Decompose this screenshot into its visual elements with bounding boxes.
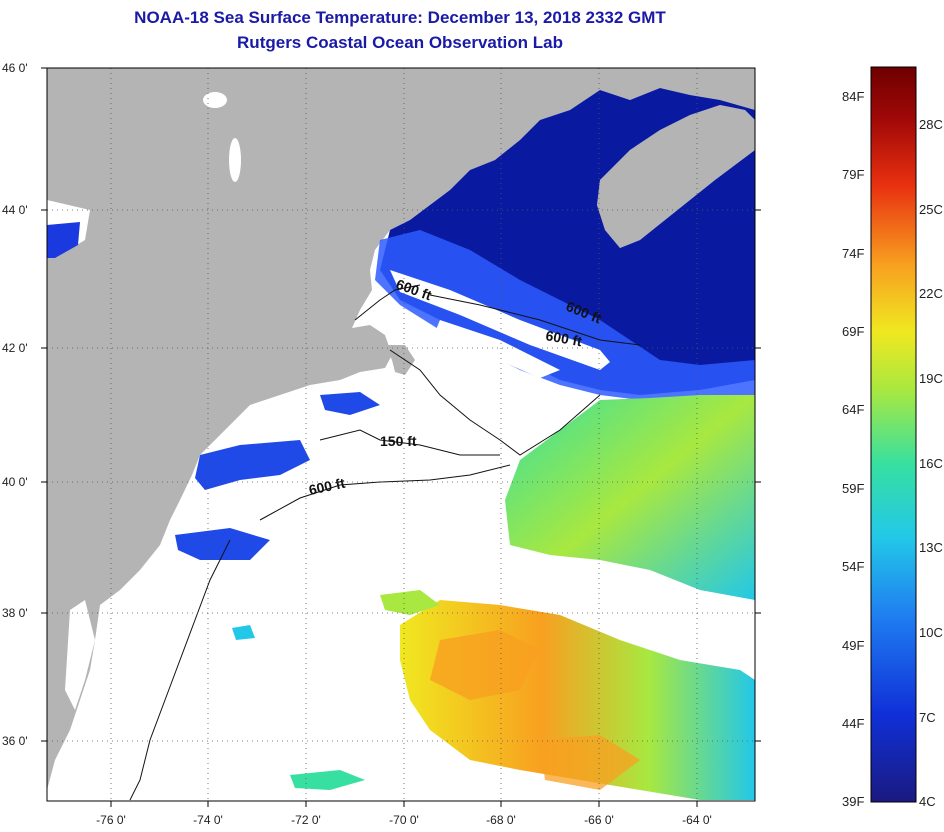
water-slope-warm [505,395,755,600]
lon-label: -74 0' [193,813,223,827]
colorbar-f-label: 74F [842,246,864,261]
lake [203,92,227,108]
contour-label: 600 ft [544,327,583,349]
land-mainland [47,68,755,790]
land-nova-scotia [597,105,755,248]
colorbar-f-label: 59F [842,481,864,496]
lon-label: -68 0' [486,813,516,827]
lat-label: 38 0' [2,606,28,620]
water-patch [290,770,365,790]
contour-line-600-south [129,539,231,801]
contour-label: 600 ft [307,475,346,498]
lon-label: -64 0' [682,813,712,827]
contour-line-150 [319,429,500,456]
colorbar-c-label: 10C [919,625,943,640]
lon-label: -70 0' [389,813,419,827]
lon-label: -76 0' [96,813,126,827]
colorbar-c-label: 13C [919,540,943,555]
lat-label: 46 0' [2,61,28,75]
colorbar-c-label: 4C [919,794,936,809]
axis-ticks [41,67,761,807]
colorbar [870,66,917,803]
lat-label: 42 0' [2,341,28,355]
lon-label: -66 0' [584,813,614,827]
colorbar-c-label: 28C [919,117,943,132]
water-ny-bight [195,440,310,490]
gridlines [47,68,755,801]
map-title: NOAA-18 Sea Surface Temperature: Decembe… [134,8,666,27]
colorbar-f-label: 84F [842,89,864,104]
water-nj-shelf [175,528,270,560]
colorbar-c-label: 22C [919,286,943,301]
colorbar-c-label: 19C [919,371,943,386]
contour-line [389,349,601,456]
lake [229,138,241,182]
map-subtitle: Rutgers Coastal Ocean Observation Lab [237,33,563,52]
lake-ontario-water [47,222,80,258]
colorbar-f-label: 69F [842,324,864,339]
colorbar-f-label: 54F [842,559,864,574]
lat-label: 40 0' [2,475,28,489]
chesapeake-bay [65,600,95,710]
contour-label: 150 ft [380,433,417,449]
contour-line-600 [259,464,511,521]
colorbar-f-label: 44F [842,716,864,731]
contour-line [429,294,641,346]
contour-line [354,284,421,321]
colorbar-c-label: 16C [919,456,943,471]
map-frame [46,67,756,802]
colorbar-c-label: 7C [919,710,936,725]
warm-core [430,630,540,700]
cloud-streak [390,270,610,370]
water-patch [232,625,255,640]
water-buzzards [320,392,380,415]
warm-core [540,735,640,790]
colorbar-f-label: 79F [842,167,864,182]
long-island-sound [215,418,320,452]
colorbar-c-label: 25C [919,202,943,217]
colorbar-f-label: 64F [842,402,864,417]
colorbar-f-label: 39F [842,794,864,809]
lat-label: 36 0' [2,734,28,748]
colorbar-f-label: 49F [842,638,864,653]
land-cape-cod [385,345,415,375]
lon-label: -72 0' [291,813,321,827]
cloud-streak [435,320,560,378]
lat-label: 44 0' [2,203,28,217]
water-shelf [375,230,755,400]
water-patch [380,590,440,615]
